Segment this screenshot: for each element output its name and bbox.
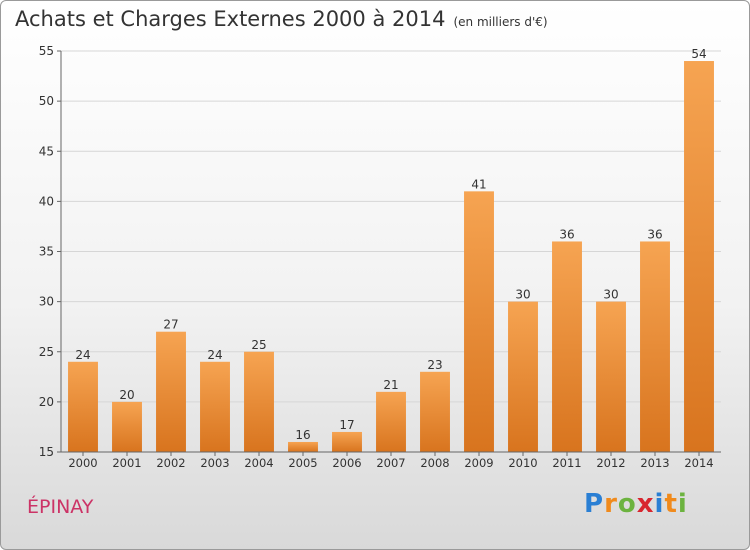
place-name: ÉPINAY	[27, 496, 94, 518]
x-tick-label: 2003	[200, 456, 229, 470]
value-label: 54	[691, 47, 706, 61]
x-tick-label: 2009	[464, 456, 493, 470]
y-tick-label: 50	[39, 94, 54, 108]
logo-letter: r	[604, 489, 618, 519]
y-tick-label: 30	[39, 295, 54, 309]
value-label: 23	[427, 358, 442, 372]
bar-2013	[640, 241, 670, 452]
x-tick-label: 2004	[244, 456, 273, 470]
logo-letter: t	[664, 489, 678, 519]
bar-2010	[508, 301, 538, 452]
y-tick-label: 40	[39, 194, 54, 208]
x-tick-label: 2013	[640, 456, 669, 470]
value-label: 20	[119, 388, 134, 402]
x-tick-label: 2010	[508, 456, 537, 470]
logo-letter: o	[617, 489, 637, 519]
y-tick-label: 25	[39, 345, 54, 359]
value-label: 41	[471, 177, 486, 191]
bar-2008	[420, 371, 450, 452]
x-tick-label: 2012	[596, 456, 625, 470]
value-label: 16	[295, 428, 310, 442]
logo-letter: P	[584, 489, 605, 519]
x-tick-label: 2007	[376, 456, 405, 470]
x-tick-label: 2008	[420, 456, 449, 470]
bar-2004	[244, 351, 274, 452]
value-label: 17	[339, 418, 354, 432]
y-tick-label: 35	[39, 245, 54, 259]
x-tick-label: 2002	[156, 456, 185, 470]
value-label: 25	[251, 338, 266, 352]
logo-letter: i	[677, 489, 688, 519]
x-tick-label: 2000	[68, 456, 97, 470]
title-text: Achats et Charges Externes 2000 à 2014	[15, 7, 446, 31]
value-label: 36	[647, 227, 662, 241]
y-tick-label: 15	[39, 445, 54, 459]
logo-letter: x	[636, 489, 655, 519]
value-label: 36	[559, 227, 574, 241]
x-tick-label: 2006	[332, 456, 361, 470]
x-tick-label: 2005	[288, 456, 317, 470]
x-tick-label: 2014	[684, 456, 713, 470]
bar-2009	[464, 191, 494, 452]
value-label: 27	[163, 318, 178, 332]
y-tick-label: 20	[39, 395, 54, 409]
value-label: 24	[75, 348, 90, 362]
bar-2012	[596, 301, 626, 452]
bar-2006	[332, 431, 362, 452]
axis-layer: 15 20 25 30 35 40 45 50 55 2000 2001 2002 2003 2004 20…	[39, 44, 721, 470]
y-tick-label: 55	[39, 44, 54, 58]
y-tick-label: 45	[39, 144, 54, 158]
value-label: 21	[383, 378, 398, 392]
bar-2001	[112, 401, 142, 452]
x-tick-label: 2001	[112, 456, 141, 470]
x-tick-label: 2011	[552, 456, 581, 470]
bar-2002	[156, 331, 186, 452]
unit-note: (en milliers d'€)	[453, 15, 548, 29]
value-label: 30	[603, 288, 618, 302]
chart-title: Achats et Charges Externes 2000 à 2014 (e…	[15, 7, 548, 31]
proxiti-logo: Proxiti	[584, 489, 688, 519]
bar-2000	[68, 361, 98, 452]
bar-2014	[684, 61, 714, 453]
bars-layer: 24 20 27 24 25 16 17 21 23 41 30 36 30 36 54	[68, 47, 714, 453]
value-label: 30	[515, 288, 530, 302]
bar-2005	[288, 441, 318, 452]
bar-2007	[376, 391, 406, 452]
value-label: 24	[207, 348, 222, 362]
bar-2011	[552, 241, 582, 452]
logo-letter: i	[654, 489, 665, 519]
bar-2003	[200, 361, 230, 452]
